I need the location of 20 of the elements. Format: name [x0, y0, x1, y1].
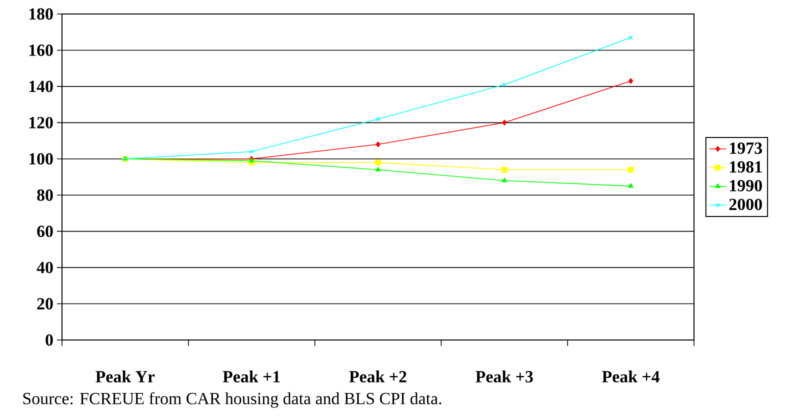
x-tick-label: Peak Yr: [96, 370, 155, 382]
legend-label: 1990: [730, 180, 762, 192]
y-tick-label: 80: [37, 189, 53, 201]
legend-label: 2000: [729, 198, 762, 210]
x-tick-label: Peak +3: [476, 370, 533, 382]
x-tick-label: Peak +2: [349, 370, 406, 382]
source-note: Source: FCREUE from CAR housing data and BLS CPI data.: [23, 392, 442, 408]
y-tick-label: 180: [29, 8, 53, 20]
y-tick-label: 60: [37, 226, 53, 238]
y-tick-label: 40: [36, 262, 53, 274]
x-tick-label: Peak +4: [602, 370, 660, 382]
y-tick-label: 20: [37, 298, 53, 310]
legend-label: 1973: [730, 142, 762, 154]
y-tick-label: 160: [29, 44, 53, 56]
y-tick-label: 140: [29, 80, 53, 92]
y-tick-label: 120: [29, 116, 53, 128]
legend-label: 1981: [730, 161, 762, 173]
y-tick-label: 100: [29, 153, 53, 165]
y-tick-label: 0: [46, 334, 53, 346]
x-tick-label: Peak +1: [222, 370, 280, 382]
